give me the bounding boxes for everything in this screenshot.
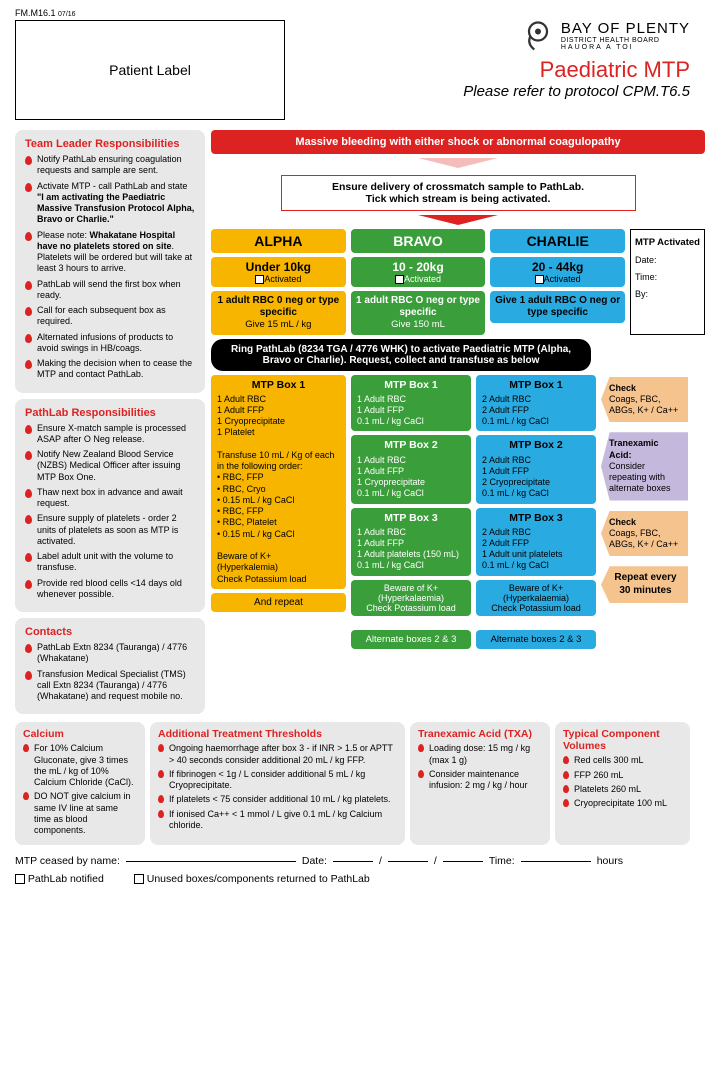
list-item: Thaw next box in advance and await reque… — [25, 487, 195, 510]
list-item: If fibrinogen < 1g / L consider addition… — [158, 769, 397, 792]
list-item: Transfusion Medical Specialist (TMS) cal… — [25, 669, 195, 703]
list-item: PathLab Extn 8234 (Tauranga) / 4776 (Wha… — [25, 642, 195, 665]
date-field-1[interactable] — [333, 861, 373, 862]
list-item: Please note: Whakatane Hospital have no … — [25, 230, 195, 275]
list-item: Ongoing haemorrhage after box 3 - if INR… — [158, 743, 397, 766]
side-tabs: CheckCoags, FBC, ABGs, K+ / Ca++ Tranexa… — [601, 375, 688, 649]
logo-area: BAY OF PLENTY DISTRICT HEALTH BOARD HAUO… — [285, 20, 705, 100]
charlie-weight: 20 - 44kgActivated — [490, 257, 625, 287]
ensure-box: Ensure delivery of crossmatch sample to … — [281, 175, 636, 211]
list-item: Red cells 300 mL — [563, 755, 682, 766]
list-item: Making the decision when to cease the MT… — [25, 358, 195, 381]
bravo-alt: Alternate boxes 2 & 3 — [351, 630, 471, 649]
page: FM.M16.1 07/16 Patient Label BAY OF PLEN… — [0, 0, 720, 901]
bravo-beware: Beware of K+(Hyperkalaemia)Check Potassi… — [351, 580, 471, 616]
time-field[interactable] — [521, 861, 591, 862]
arrow-icon — [418, 215, 498, 225]
list-item: Consider maintenance infusion: 2 mg / kg… — [418, 769, 542, 792]
calcium-panel: CalciumFor 10% Calcium Gluconate, give 3… — [15, 722, 145, 845]
bottom-panels: CalciumFor 10% Calcium Gluconate, give 3… — [15, 722, 705, 845]
list-item: FFP 260 mL — [563, 770, 682, 781]
alpha-box1: MTP Box 11 Adult RBC1 Adult FFP1 Cryopre… — [211, 375, 346, 589]
patient-label-box: Patient Label — [15, 20, 285, 120]
charlie-alt: Alternate boxes 2 & 3 — [476, 630, 596, 649]
top-row: Patient Label BAY OF PLENTY DISTRICT HEA… — [15, 20, 705, 120]
list-item: Label adult unit with the volume to tran… — [25, 551, 195, 574]
ceased-name-field[interactable] — [126, 861, 296, 862]
red-banner: Massive bleeding with either shock or ab… — [211, 130, 705, 154]
list-item: Platelets 260 mL — [563, 784, 682, 795]
check-tab-2: CheckCoags, FBC, ABGs, K+ / Ca++ — [601, 511, 688, 557]
list-item: Provide red blood cells <14 days old whe… — [25, 578, 195, 601]
alpha-rbc: 1 adult RBC 0 neg or type specificGive 1… — [211, 291, 346, 334]
bravo-box1: MTP Box 11 Adult RBC1 Adult FFP0.1 mL / … — [351, 375, 471, 432]
repeat-tab: Repeat every 30 minutes — [601, 566, 688, 603]
list-item: Loading dose: 15 mg / kg (max 1 g) — [418, 743, 542, 766]
check-tab-1: CheckCoags, FBC, ABGs, K+ / Ca++ — [601, 377, 688, 423]
footer: MTP ceased by name: Date:// Time:hours P… — [15, 855, 705, 885]
charlie-box3: MTP Box 32 Adult RBC2 Adult FFP1 Adult u… — [476, 508, 596, 576]
contacts-box: Contacts PathLab Extn 8234 (Tauranga) / … — [15, 618, 205, 714]
txa-tab: Tranexamic Acid:Consider repeating with … — [601, 432, 688, 500]
txa-panel: Tranexamic Acid (TXA)Loading dose: 15 mg… — [410, 722, 550, 845]
list-item: Ensure X-match sample is processed ASAP … — [25, 423, 195, 446]
pathlab-notified-checkbox[interactable] — [15, 874, 25, 884]
alpha-header: ALPHA — [211, 229, 346, 253]
charlie-box1: MTP Box 12 Adult RBC2 Adult FFP0.1 mL / … — [476, 375, 596, 432]
list-item: PathLab will send the first box when rea… — [25, 279, 195, 302]
bravo-header: BRAVO — [351, 229, 486, 253]
alpha-checkbox[interactable] — [255, 275, 264, 284]
mtp-boxes: MTP Box 11 Adult RBC1 Adult FFP1 Cryopre… — [211, 375, 705, 649]
org-sub1: DISTRICT HEALTH BOARD — [561, 37, 690, 44]
alpha-weight: Under 10kgActivated — [211, 257, 346, 287]
form-id: FM.M16.1 07/16 — [15, 8, 705, 18]
sidebar: Team Leader Responsibilities Notify Path… — [15, 130, 205, 714]
black-banner: Ring PathLab (8234 TGA / 4776 WHK) to ac… — [211, 339, 591, 371]
list-item: For 10% Calcium Gluconate, give 3 times … — [23, 743, 137, 788]
bravo-weight: 10 - 20kgActivated — [351, 257, 486, 287]
koru-icon — [523, 21, 553, 51]
list-item: Activate MTP - call PathLab and state "I… — [25, 181, 195, 226]
bravo-checkbox[interactable] — [395, 275, 404, 284]
list-item: Ensure supply of platelets - order 2 uni… — [25, 513, 195, 547]
pathlab-box: PathLab Responsibilities Ensure X-match … — [15, 399, 205, 613]
date-field-2[interactable] — [388, 861, 428, 862]
charlie-header: CHARLIE — [490, 229, 625, 253]
page-title: Paediatric MTP — [285, 57, 690, 83]
bravo-box3: MTP Box 31 Adult RBC1 Adult FFP1 Adult p… — [351, 508, 471, 576]
date-field-3[interactable] — [443, 861, 483, 862]
mtp-activated-box[interactable]: MTP Activated Date: Time: By: — [630, 229, 705, 335]
charlie-box2: MTP Box 22 Adult RBC1 Adult FFP2 Cryopre… — [476, 435, 596, 503]
list-item: If platelets < 75 consider additional 10… — [158, 794, 397, 805]
list-item: DO NOT give calcium in same IV line at s… — [23, 791, 137, 836]
charlie-beware: Beware of K+(Hyperkalaemia)Check Potassi… — [476, 580, 596, 616]
list-item: Alternated infusions of products to avoi… — [25, 332, 195, 355]
list-item: Cryoprecipitate 100 mL — [563, 798, 682, 809]
unused-returned-checkbox[interactable] — [134, 874, 144, 884]
list-item: Call for each subsequent box as required… — [25, 305, 195, 328]
bravo-rbc: 1 adult RBC O neg or type specificGive 1… — [351, 291, 486, 334]
org-sub2: HAUORA A TOI — [561, 44, 690, 51]
charlie-checkbox[interactable] — [535, 275, 544, 284]
page-subtitle: Please refer to protocol CPM.T6.5 — [285, 83, 690, 100]
alpha-repeat: And repeat — [211, 593, 346, 612]
additional-panel: Additional Treatment ThresholdsOngoing h… — [150, 722, 405, 845]
list-item: Notify PathLab ensuring coagulation requ… — [25, 154, 195, 177]
volumes-panel: Typical Component VolumesRed cells 300 m… — [555, 722, 690, 845]
list-item: If ionised Ca++ < 1 mmol / L give 0.1 mL… — [158, 809, 397, 832]
charlie-rbc: Give 1 adult RBC O neg or type specific — [490, 291, 625, 323]
org-name: BAY OF PLENTY — [561, 20, 690, 37]
main-content: Massive bleeding with either shock or ab… — [211, 130, 705, 714]
arrow-icon — [418, 158, 498, 168]
bravo-box2: MTP Box 21 Adult RBC1 Adult FFP1 Cryopre… — [351, 435, 471, 503]
team-leader-box: Team Leader Responsibilities Notify Path… — [15, 130, 205, 393]
list-item: Notify New Zealand Blood Service (NZBS) … — [25, 449, 195, 483]
stream-headers: ALPHA Under 10kgActivated 1 adult RBC 0 … — [211, 229, 705, 335]
